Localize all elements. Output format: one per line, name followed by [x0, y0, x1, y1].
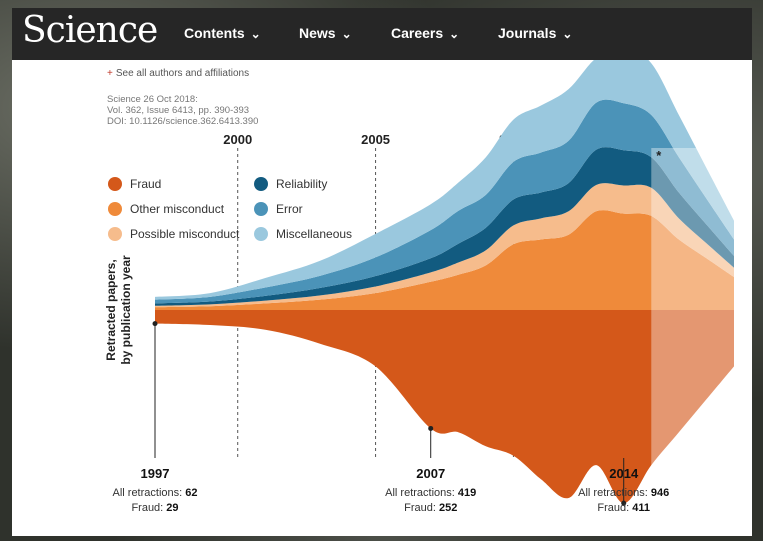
annotation-fraud: Fraud: 411 — [597, 502, 650, 514]
plus-icon: + — [107, 68, 113, 79]
legend-swatch-fraud — [108, 177, 122, 191]
legend-swatch-other-misconduct — [108, 202, 122, 216]
stream-reliability — [155, 147, 734, 306]
legend-possible-misconduct: Possible misconduct — [108, 227, 239, 241]
annotation-fraud-label: Fraud: — [597, 502, 632, 514]
y-axis-label-line: Retracted papers, — [104, 259, 118, 360]
nav-journals-label: Journals — [498, 25, 557, 41]
callout-dot-1997 — [152, 321, 158, 327]
meta-volume: Vol. 362, Issue 6413, pp. 390-393 — [107, 105, 250, 116]
incomplete-data-overlay — [651, 148, 736, 478]
annotation-fraud: Fraud: 29 — [131, 502, 178, 514]
annotation-fraud-label: Fraud: — [404, 502, 439, 514]
article-meta: Science 26 Oct 2018: Vol. 362, Issue 641… — [107, 94, 258, 127]
chevron-down-icon: ⌄ — [341, 27, 352, 41]
meta-doi: DOI: 10.1126/science.362.6413.390 — [107, 116, 259, 127]
y-axis-label-line: by publication year — [119, 255, 133, 365]
annotation-all-value: 62 — [185, 487, 197, 499]
asterisk-note: * — [656, 148, 662, 163]
article-card: + See all authors and affiliations Scienc… — [12, 60, 752, 536]
nav-careers[interactable]: Careers ⌄ — [391, 25, 459, 41]
science-logo[interactable]: Science — [22, 10, 158, 51]
annotation-year: 1997 — [141, 466, 170, 481]
legend-fraud: Fraud — [108, 177, 161, 191]
annotation-all-retractions: All retractions: 946 — [578, 487, 669, 499]
authors-link-label: See all authors and affiliations — [115, 68, 250, 79]
annotation-all-retractions: All retractions: 62 — [113, 487, 198, 499]
annotation-fraud-label: Fraud: — [131, 502, 166, 514]
annotation-all-value: 419 — [458, 487, 476, 499]
annotation-fraud-value: 29 — [166, 502, 178, 514]
annotation-all-label: All retractions: — [578, 487, 651, 499]
legend-reliability: Reliability — [254, 177, 327, 191]
legend-other-misconduct: Other misconduct — [108, 202, 224, 216]
nav-careers-label: Careers — [391, 25, 444, 41]
chevron-down-icon: ⌄ — [250, 27, 261, 41]
nav-journals[interactable]: Journals ⌄ — [498, 25, 572, 41]
meta-date: Science 26 Oct 2018: — [107, 94, 198, 105]
annotation-all-value: 946 — [651, 487, 669, 499]
authors-link[interactable]: + See all authors and affiliations — [107, 68, 249, 79]
legend-swatch-possible-misconduct — [108, 227, 122, 241]
annotation-year: 2014 — [609, 466, 639, 481]
legend-label-error: Error — [276, 202, 303, 216]
chevron-down-icon: ⌄ — [449, 27, 460, 41]
callout-dot-2014 — [621, 500, 627, 506]
legend-label-fraud: Fraud — [130, 177, 162, 191]
annotation-all-retractions: All retractions: 419 — [385, 487, 476, 499]
legend-label-miscellaneous: Miscellaneous — [276, 227, 353, 241]
nav-news[interactable]: News ⌄ — [299, 25, 352, 41]
stream-error — [155, 99, 734, 304]
stream-other-misconduct — [155, 210, 734, 310]
x-tick-label: 2000 — [223, 132, 252, 147]
stream-possible-misconduct — [155, 183, 734, 308]
legend-label-reliability: Reliability — [276, 177, 328, 191]
callout-dot-2007 — [428, 425, 434, 431]
annotation-fraud-value: 252 — [439, 502, 457, 514]
annotation-fraud-value: 411 — [632, 502, 650, 514]
legend-label-other-misconduct: Other misconduct — [130, 202, 225, 216]
x-tick-label: 2005 — [361, 132, 390, 147]
legend-swatch-miscellaneous — [254, 227, 268, 241]
legend-label-possible-misconduct: Possible misconduct — [130, 227, 240, 241]
annotation-all-label: All retractions: — [385, 487, 458, 499]
annotation-all-label: All retractions: — [113, 487, 186, 499]
retractions-streamgraph: 2000200520102015*Retracted papers,by pub… — [104, 60, 736, 514]
chevron-down-icon: ⌄ — [562, 27, 573, 41]
annotation-year: 2007 — [416, 466, 445, 481]
y-axis-label: Retracted papers,by publication year — [104, 255, 133, 365]
legend-error: Error — [254, 202, 303, 216]
top-navbar: Science Contents ⌄ News ⌄ Careers ⌄ Journal… — [12, 8, 752, 60]
legend-miscellaneous: Miscellaneous — [254, 227, 352, 241]
nav-contents[interactable]: Contents ⌄ — [184, 25, 261, 41]
nav-news-label: News — [299, 25, 336, 41]
stream-fraud — [155, 310, 734, 504]
legend-swatch-reliability — [254, 177, 268, 191]
nav-contents-label: Contents — [184, 25, 245, 41]
legend-swatch-error — [254, 202, 268, 216]
annotation-fraud: Fraud: 252 — [404, 502, 457, 514]
